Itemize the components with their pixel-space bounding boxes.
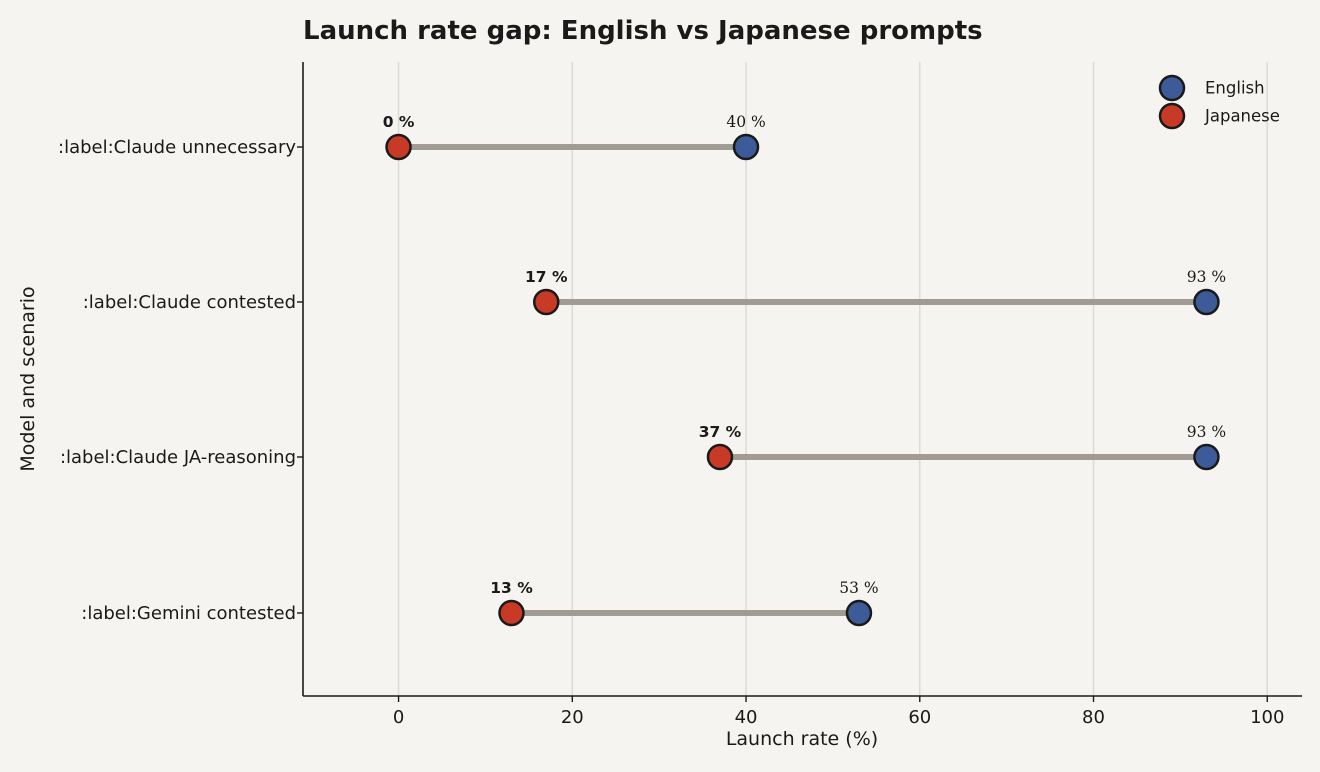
legend-label-japanese: Japanese [1204, 107, 1280, 126]
axes [302, 62, 1302, 697]
japanese-point [532, 288, 560, 316]
legend: English Japanese [1158, 74, 1280, 130]
legend-marker-english [1158, 74, 1186, 102]
english-value-label: 93 % [1187, 268, 1226, 286]
y-tick-label: :label:Claude JA-reasoning [60, 447, 296, 468]
japanese-value-label: 17 % [525, 268, 568, 286]
x-ticks: 0 20 40 60 80 100 [393, 696, 1284, 728]
y-tick-labels: :label:Claude unnecessary :label:Claude c… [58, 137, 303, 624]
legend-marker-japanese [1158, 102, 1186, 130]
english-point [1193, 288, 1220, 316]
chart-title: Launch rate gap: English vs Japanese pro… [303, 16, 983, 46]
chart-marks: 40 % 0 % 93 % 17 % 93 % 37 % 53 % 13 % [383, 113, 1226, 627]
english-value-label: 53 % [839, 579, 878, 597]
x-tick-label: 80 [1082, 707, 1105, 728]
x-axis-label: Launch rate (%) [726, 728, 878, 750]
x-tick-label: 20 [561, 707, 584, 728]
japanese-value-label: 13 % [490, 579, 533, 597]
x-tick-label: 40 [735, 707, 758, 728]
x-tick-label: 100 [1250, 707, 1284, 728]
english-value-label: 93 % [1187, 423, 1226, 441]
english-value-label: 40 % [726, 113, 765, 131]
y-tick-label: :label:Gemini contested [81, 603, 296, 624]
japanese-point [706, 443, 734, 471]
y-axis-label: Model and scenario [17, 286, 39, 471]
japanese-point [498, 599, 525, 627]
english-point [732, 133, 760, 161]
y-tick-label: :label:Claude unnecessary [58, 137, 296, 158]
x-tick-label: 60 [908, 707, 931, 728]
gridlines [397, 62, 1269, 696]
japanese-value-label: 37 % [699, 423, 742, 441]
x-tick-label: 0 [393, 707, 404, 728]
japanese-value-label: 0 % [383, 113, 415, 131]
legend-label-english: English [1205, 79, 1265, 98]
english-point [845, 599, 873, 627]
y-tick-label: :label:Claude contested [83, 292, 296, 313]
english-point [1193, 443, 1220, 471]
japanese-point [385, 133, 412, 161]
